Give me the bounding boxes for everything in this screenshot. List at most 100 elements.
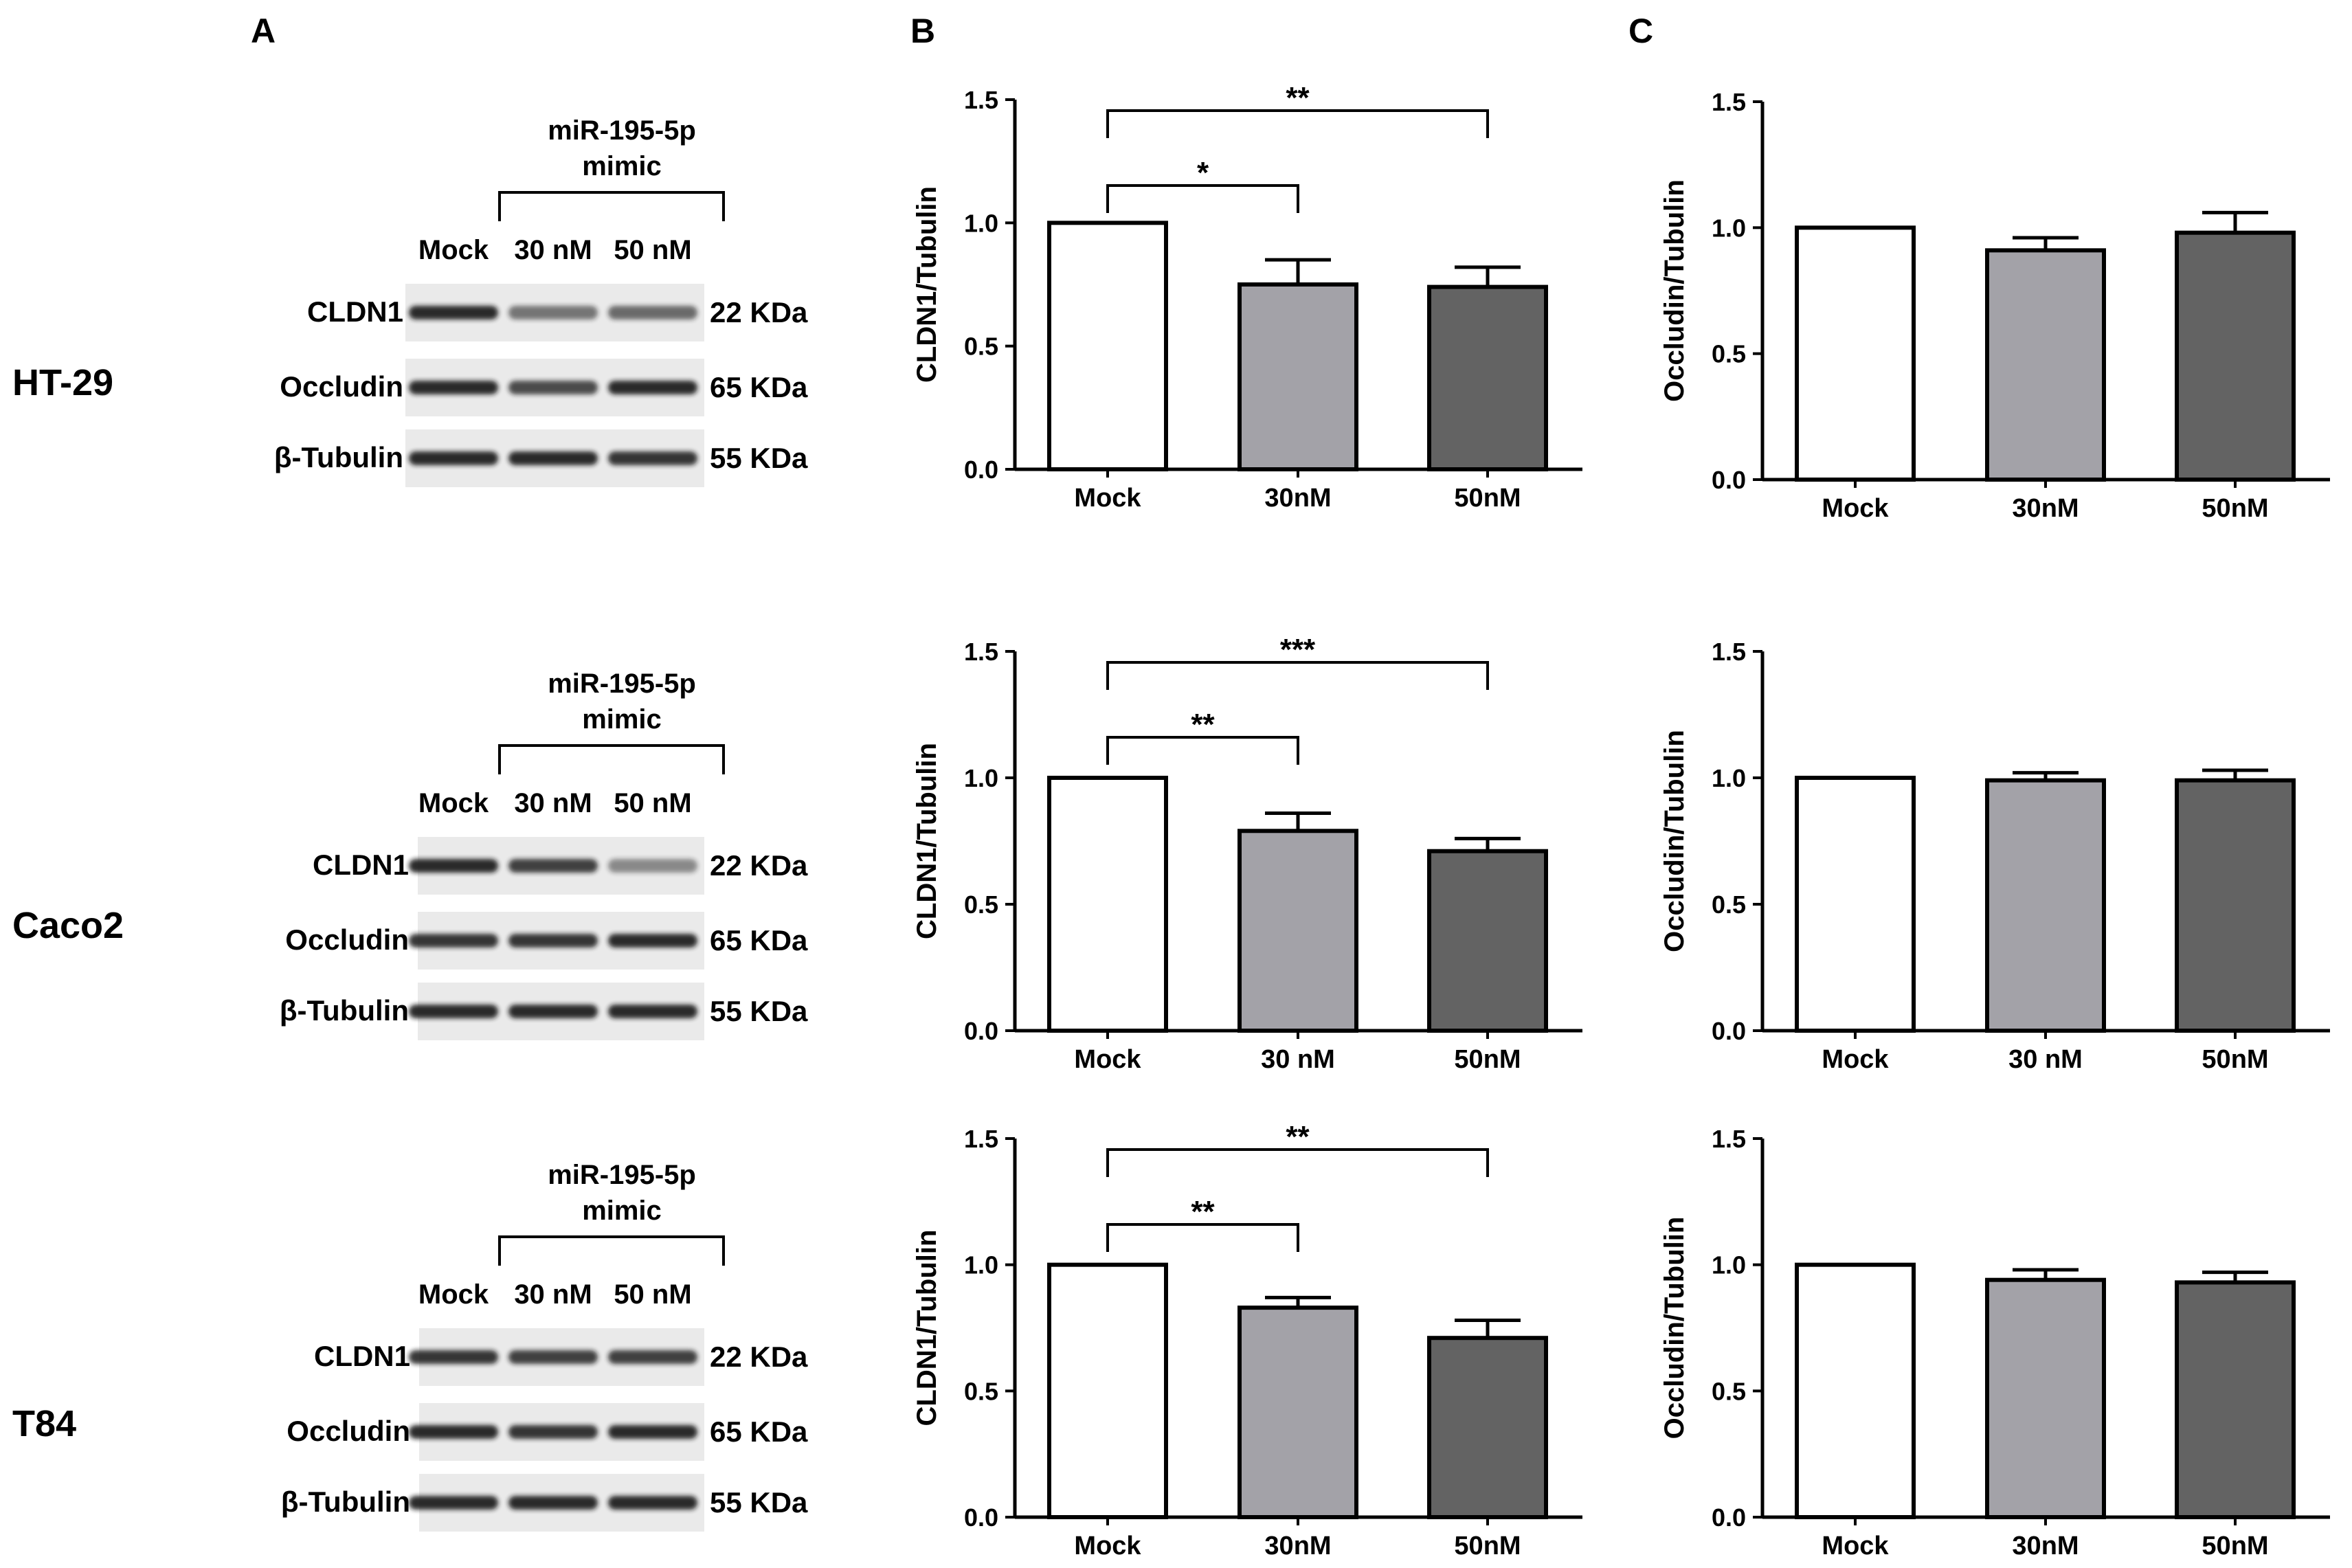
protein-band bbox=[409, 1350, 498, 1364]
protein-band bbox=[608, 306, 697, 320]
protein-band bbox=[608, 934, 697, 948]
chart-b-caco2: 0.0 0.5 1.0 1.5 CLDN1/Tubulin Mock 30 nM 50nM **… bbox=[912, 633, 1582, 1074]
bar bbox=[1795, 225, 1916, 482]
band-size-label: 55 KDa bbox=[710, 442, 808, 474]
bar bbox=[2175, 1280, 2296, 1519]
protein-label: CLDN1 bbox=[307, 295, 403, 328]
y-tick-label: 1.0 bbox=[964, 764, 998, 792]
lane-label: Mock bbox=[418, 788, 489, 818]
x-tick-label: Mock bbox=[1822, 1045, 1889, 1074]
treatment-label-line2: mimic bbox=[582, 704, 662, 735]
y-tick-label: 0.0 bbox=[1712, 1017, 1746, 1045]
y-tick-label: 1.5 bbox=[1712, 88, 1746, 116]
bar bbox=[1047, 221, 1168, 471]
y-tick-label: 0.5 bbox=[964, 333, 998, 361]
lane-label: 30 nM bbox=[514, 1279, 592, 1310]
bar bbox=[1795, 776, 1916, 1033]
treatment-bracket bbox=[498, 744, 725, 774]
blot-caco2: Caco2 miR-195-5p mimic Mock 30 nM 50 nM CLDN1 2… bbox=[12, 669, 808, 1040]
bar bbox=[1237, 829, 1358, 1033]
protein-band bbox=[508, 381, 598, 394]
x-tick-label: 30nM bbox=[1264, 484, 1331, 513]
y-tick-label: 0.0 bbox=[964, 456, 998, 484]
blot-t84: T84 miR-195-5p mimic Mock 30 nM 50 nM CLDN1 22 … bbox=[12, 1160, 808, 1532]
chart-c-t84: 0.0 0.5 1.0 1.5 Occludin/Tubulin Mock 30nM 50nM bbox=[1659, 1125, 2330, 1560]
band-size-label: 65 KDa bbox=[710, 371, 808, 403]
y-tick-label: 1.0 bbox=[964, 1251, 998, 1279]
protein-band bbox=[508, 306, 598, 320]
protein-label: CLDN1 bbox=[314, 1340, 410, 1372]
bar bbox=[1237, 1306, 1358, 1519]
protein-label: β-Tubulin bbox=[281, 1486, 410, 1518]
significance-bracket bbox=[1106, 736, 1299, 765]
y-tick-label: 1.0 bbox=[1712, 764, 1746, 792]
treatment-label: miR-195-5p bbox=[548, 1160, 696, 1190]
band-size-label: 55 KDa bbox=[710, 1486, 808, 1519]
y-axis-label: Occludin/Tubulin bbox=[1659, 730, 1690, 952]
protein-band bbox=[608, 1425, 697, 1439]
chart-b-t84: 0.0 0.5 1.0 1.5 CLDN1/Tubulin Mock 30nM 50nM ** *… bbox=[912, 1120, 1582, 1560]
x-tick-label: Mock bbox=[1074, 1045, 1141, 1074]
protein-band bbox=[608, 1496, 697, 1510]
protein-label: Occludin bbox=[287, 1415, 410, 1447]
significance-bracket bbox=[1106, 109, 1489, 138]
y-tick-label: 0.0 bbox=[1712, 1503, 1746, 1532]
treatment-label-line2: mimic bbox=[582, 151, 662, 181]
y-tick-label: 1.5 bbox=[1712, 1125, 1746, 1153]
protein-label: Occludin bbox=[280, 370, 403, 403]
band-size-label: 22 KDa bbox=[710, 1341, 808, 1373]
lane-label: Mock bbox=[418, 235, 489, 265]
panel-label-b: B bbox=[910, 12, 935, 50]
bar bbox=[1985, 778, 2106, 1033]
lane-label: 50 nM bbox=[614, 788, 691, 818]
panel-label-c: C bbox=[1628, 12, 1653, 50]
x-tick-label: 50nM bbox=[1454, 484, 1521, 513]
x-tick-label: 50nM bbox=[2202, 1532, 2268, 1560]
bar bbox=[1237, 282, 1358, 471]
protein-label: β-Tubulin bbox=[274, 441, 403, 473]
protein-band bbox=[409, 451, 498, 465]
band-size-label: 55 KDa bbox=[710, 995, 808, 1027]
treatment-bracket bbox=[498, 191, 725, 221]
protein-band bbox=[608, 1005, 697, 1018]
y-tick-label: 0.5 bbox=[1712, 1377, 1746, 1405]
x-tick-label: Mock bbox=[1822, 494, 1889, 523]
protein-label: CLDN1 bbox=[313, 849, 409, 881]
bar bbox=[1047, 776, 1168, 1033]
y-tick-label: 1.5 bbox=[964, 86, 998, 114]
lane-label: 50 nM bbox=[614, 1279, 691, 1310]
protein-band bbox=[409, 1425, 498, 1439]
cell-line-label: T84 bbox=[12, 1403, 76, 1444]
chart-c-caco2: 0.0 0.5 1.0 1.5 Occludin/Tubulin Mock 30 nM 50n… bbox=[1659, 638, 2330, 1074]
protein-band bbox=[608, 451, 697, 465]
protein-label: Occludin bbox=[285, 923, 409, 956]
x-tick-label: 50nM bbox=[1454, 1532, 1521, 1560]
y-tick-label: 0.5 bbox=[1712, 891, 1746, 919]
x-tick-label: 30nM bbox=[2012, 494, 2079, 523]
y-axis-label: CLDN1/Tubulin bbox=[912, 186, 942, 383]
bar bbox=[1427, 849, 1548, 1033]
protein-band bbox=[409, 1496, 498, 1510]
significance-label: ** bbox=[1191, 708, 1215, 741]
significance-label: *** bbox=[1280, 633, 1316, 667]
lane-label: 30 nM bbox=[514, 235, 592, 265]
y-tick-label: 1.0 bbox=[964, 209, 998, 237]
protein-band bbox=[508, 934, 598, 948]
bar bbox=[1047, 1262, 1168, 1519]
y-tick-label: 1.0 bbox=[1712, 1251, 1746, 1279]
y-axis-label: CLDN1/Tubulin bbox=[912, 1230, 942, 1426]
y-axis-label: Occludin/Tubulin bbox=[1659, 1217, 1690, 1440]
treatment-label-line2: mimic bbox=[582, 1196, 662, 1226]
protein-band bbox=[409, 859, 498, 873]
y-tick-label: 0.0 bbox=[964, 1017, 998, 1045]
y-tick-label: 0.5 bbox=[1712, 340, 1746, 368]
y-tick-label: 1.5 bbox=[964, 1125, 998, 1153]
protein-band bbox=[508, 1425, 598, 1439]
y-tick-label: 0.0 bbox=[1712, 466, 1746, 494]
protein-band bbox=[409, 306, 498, 320]
bar bbox=[1795, 1262, 1916, 1519]
bar bbox=[1985, 1277, 2106, 1519]
treatment-bracket bbox=[498, 1235, 725, 1266]
